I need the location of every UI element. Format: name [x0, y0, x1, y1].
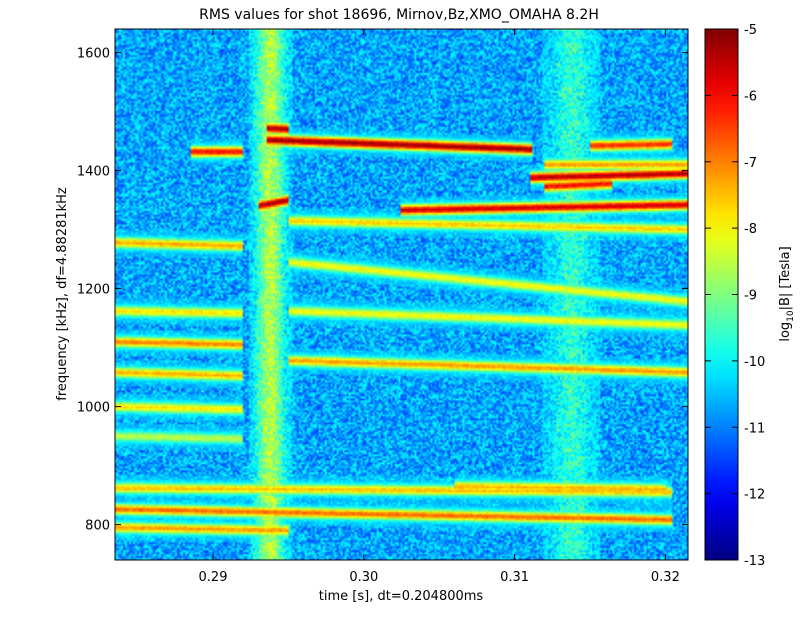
y-tick-label: 1400: [77, 165, 110, 180]
colorbar-label: log10|B| [Tesla]: [778, 246, 796, 341]
colorbar-label-sub: 10: [786, 310, 796, 322]
colorbar-tick-label: -8: [744, 222, 757, 237]
x-tick-label: 0.30: [349, 570, 378, 585]
y-tick-label: 1000: [77, 401, 110, 416]
colorbar-tick-label: -7: [744, 156, 757, 171]
x-axis-label: time [s], dt=0.204800ms: [319, 589, 484, 604]
colorbar-tick-label: -6: [744, 89, 757, 104]
colorbar-tick-label: -5: [744, 23, 757, 38]
colorbar-ticks: -5 -6 -7 -8 -9 -10 -11 -12 -13: [705, 23, 765, 569]
y-axis-ticks: 800 1000 1200 1400 1600: [77, 47, 688, 534]
x-tick-label: 0.32: [651, 570, 680, 585]
plot-frame: [114, 28, 689, 561]
colorbar-label-main: log: [778, 322, 793, 342]
x-axis-ticks: 0.29 0.30 0.31 0.32: [199, 29, 680, 585]
colorbar-tick-label: -9: [744, 289, 757, 304]
chart-title: RMS values for shot 18696, Mirnov,Bz,XMO…: [199, 7, 599, 23]
y-tick-label: 800: [85, 519, 110, 534]
colorbar-tick-label: -13: [744, 554, 765, 569]
x-tick-label: 0.29: [199, 570, 228, 585]
plot-area: [115, 29, 688, 560]
y-axis-label: frequency [kHz], df=4.88281kHz: [55, 187, 70, 401]
colorbar-tick-label: -10: [744, 355, 765, 370]
colorbar-tick-label: -12: [744, 488, 765, 503]
spectrogram-heatmap: [115, 29, 688, 560]
colorbar: -5 -6 -7 -8 -9 -10 -11 -12 -13 log10|B| [Tesla]: [704, 23, 796, 569]
colorbar-label-rest: |B| [Tesla]: [778, 246, 793, 310]
y-tick-label: 1200: [77, 283, 110, 298]
y-tick-label: 1600: [77, 47, 110, 62]
x-tick-label: 0.31: [500, 570, 529, 585]
colorbar-tick-label: -11: [744, 421, 765, 436]
